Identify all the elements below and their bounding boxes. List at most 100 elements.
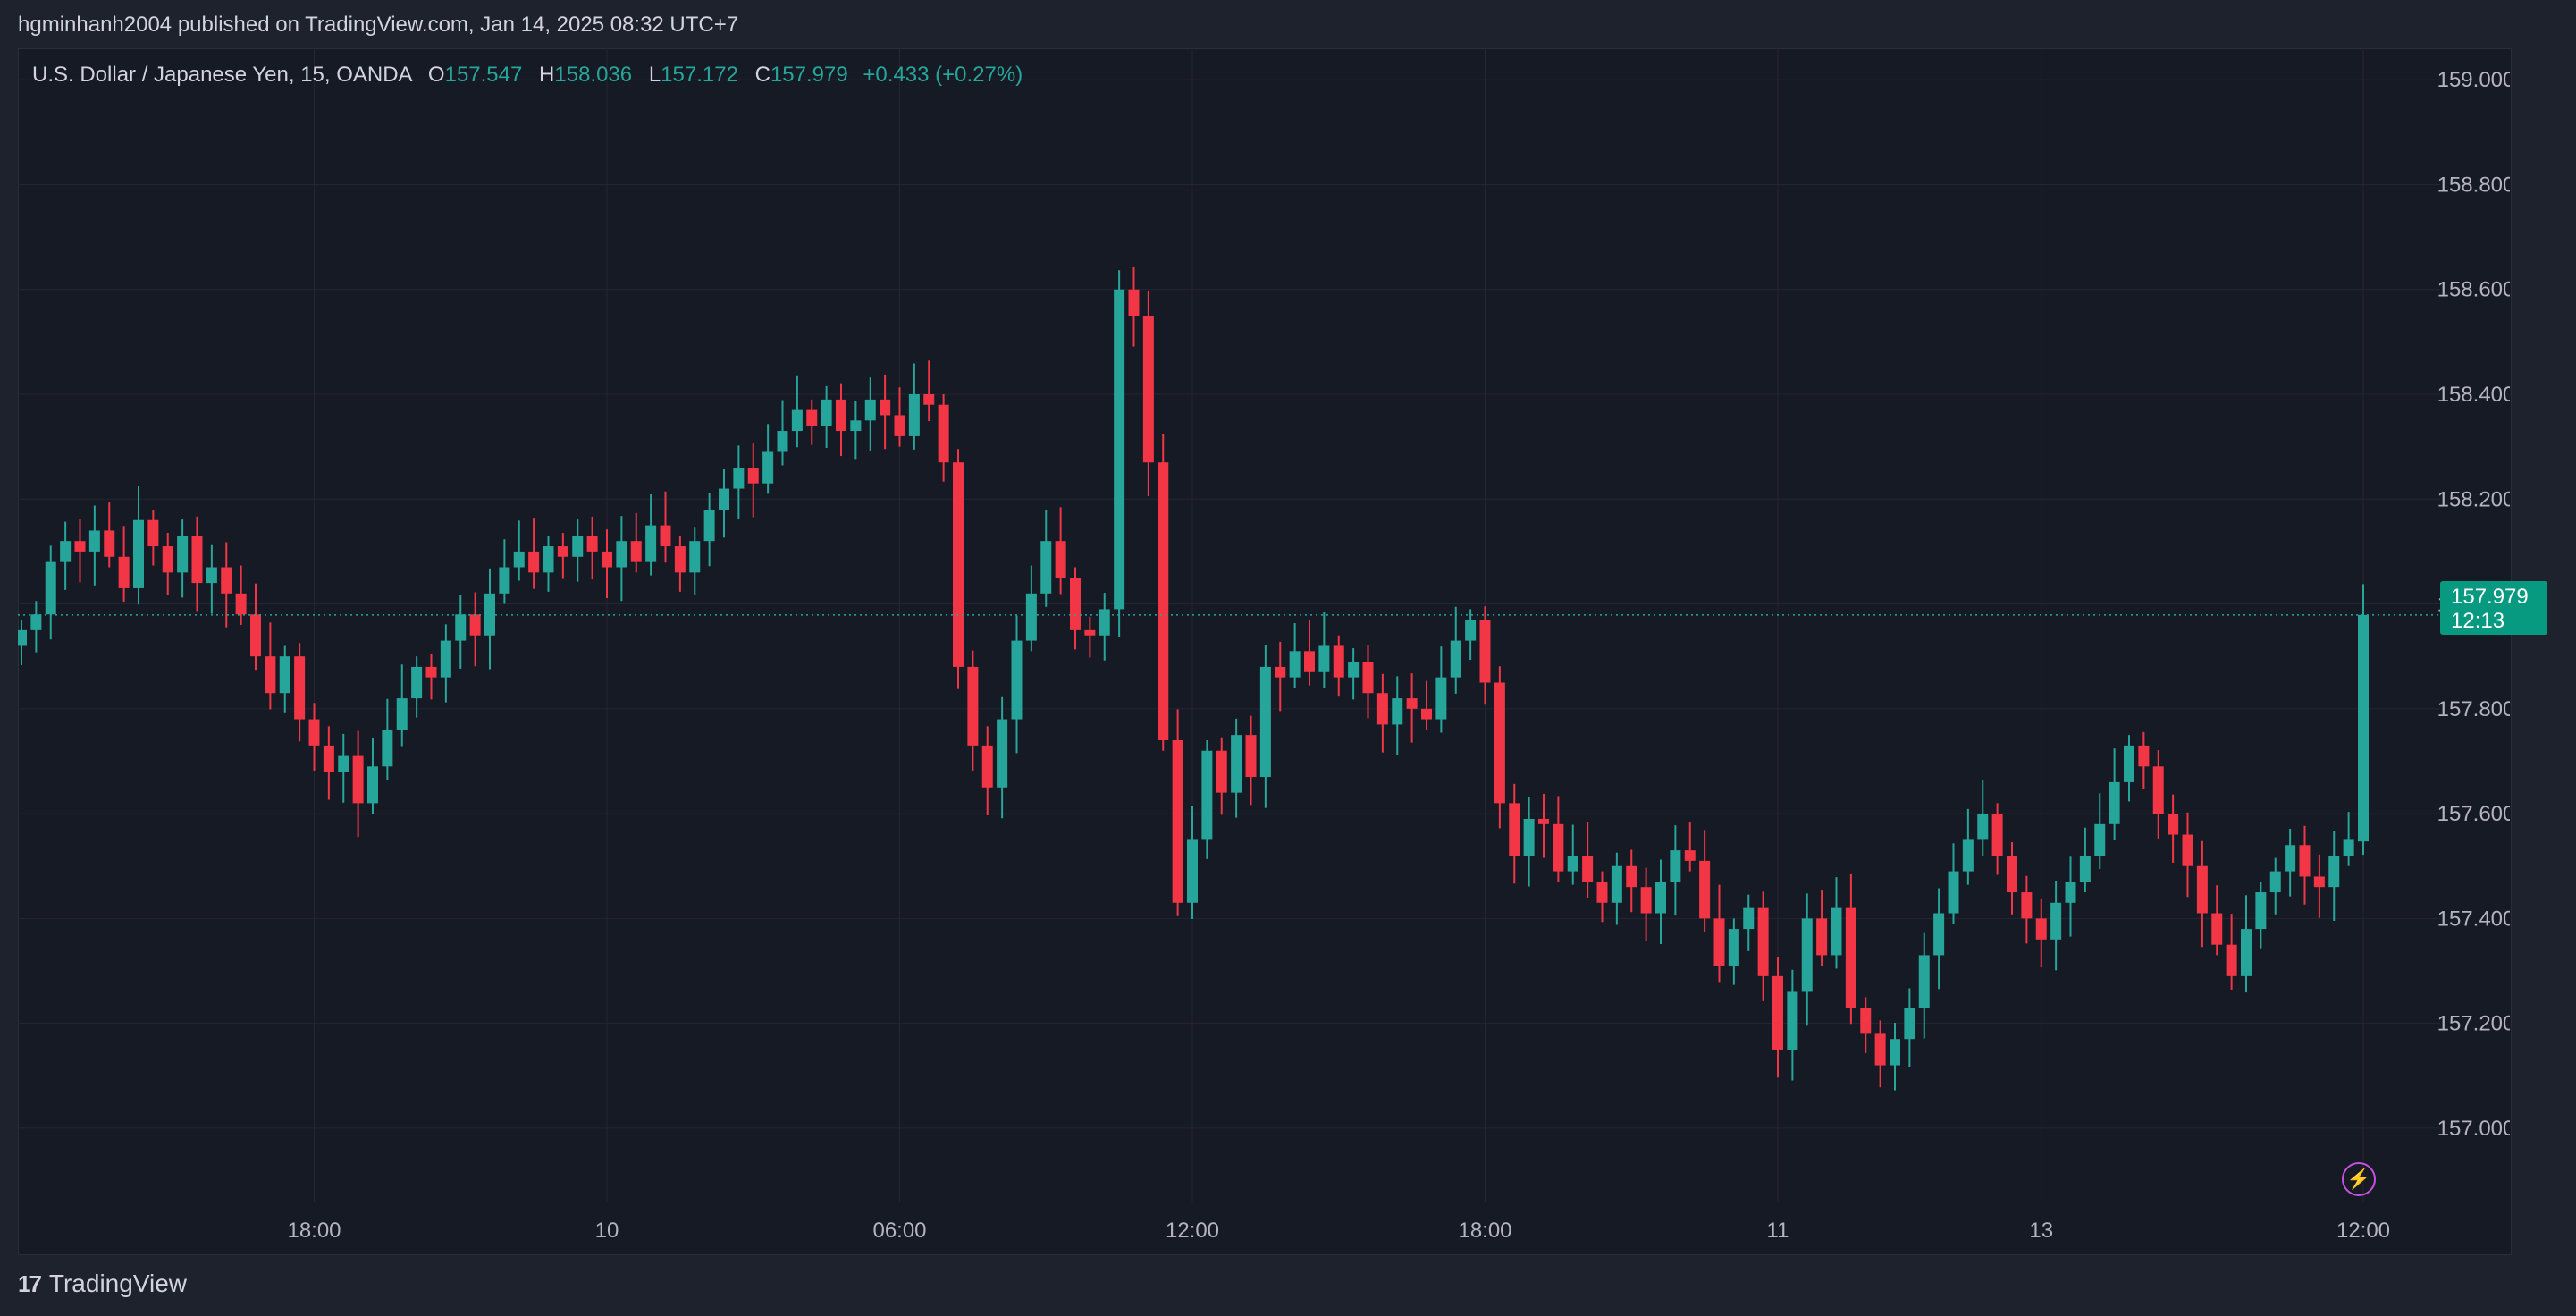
- candle-body: [1553, 823, 1564, 872]
- candle: [323, 726, 334, 800]
- candle-body: [616, 541, 627, 568]
- candle-body: [104, 530, 115, 557]
- candle: [674, 536, 686, 592]
- candle: [279, 645, 290, 713]
- candle: [1362, 645, 1374, 719]
- candle-body: [733, 468, 745, 489]
- candle-body: [382, 730, 393, 767]
- candle-body: [1362, 662, 1374, 694]
- candle: [703, 493, 715, 567]
- candle: [1494, 666, 1505, 829]
- candle-body: [74, 541, 86, 552]
- candle: [572, 519, 584, 582]
- candle-body: [1187, 839, 1198, 903]
- candle-body: [1084, 629, 1096, 636]
- candle: [1099, 593, 1110, 661]
- candle: [1479, 606, 1491, 705]
- candle-body: [908, 394, 920, 436]
- candle-body: [674, 546, 686, 573]
- candle: [352, 730, 364, 838]
- candle: [762, 424, 774, 494]
- symbol-legend: U.S. Dollar / Japanese Yen, 15, OANDA O1…: [32, 63, 1023, 88]
- candle: [30, 601, 42, 653]
- candle-body: [235, 593, 247, 615]
- candle: [1699, 830, 1711, 932]
- candle-body: [1025, 593, 1037, 641]
- candle: [1231, 718, 1242, 818]
- candle: [1757, 891, 1769, 1001]
- candle-body: [60, 541, 72, 562]
- candle: [1801, 893, 1813, 1026]
- candle: [880, 374, 891, 450]
- candlestick-chart[interactable]: 157.000 157.200 157.400 157.600 157.800 158.0…: [18, 48, 2510, 1253]
- candle: [1128, 266, 1140, 347]
- candle: [74, 519, 86, 583]
- candle-body: [2343, 839, 2354, 856]
- candle-body: [1523, 818, 1535, 856]
- candle-body: [1158, 462, 1169, 740]
- candle-body: [836, 399, 846, 432]
- y-tick-label: 158.600: [2437, 278, 2510, 302]
- candle: [2182, 812, 2193, 898]
- candle: [206, 544, 217, 614]
- candle-body: [206, 567, 217, 584]
- candle: [45, 545, 56, 640]
- candle-body: [1421, 708, 1432, 720]
- candle: [2343, 812, 2354, 866]
- x-tick-label: 06:00: [872, 1219, 926, 1243]
- candle: [1289, 623, 1301, 688]
- footer-brand[interactable]: 17 TradingView: [18, 1270, 187, 1298]
- candle: [2021, 875, 2033, 944]
- candle-body: [1626, 865, 1637, 888]
- candle-body: [162, 546, 173, 573]
- candle: [923, 360, 935, 421]
- candle-body: [689, 541, 701, 573]
- candle-body: [2007, 856, 2017, 893]
- candle-body: [1406, 698, 1418, 709]
- candle: [221, 542, 232, 628]
- candle: [1450, 606, 1461, 694]
- candle-body: [2109, 781, 2120, 824]
- publisher-line: hgminhanh2004 published on TradingView.c…: [18, 13, 739, 37]
- candle-body: [1728, 929, 1739, 966]
- candle-body: [1040, 541, 1052, 594]
- candle: [1904, 988, 1915, 1067]
- last-price-value: 157.979: [2451, 585, 2529, 609]
- candle: [294, 643, 306, 742]
- candle: [2241, 895, 2252, 993]
- candle-body: [557, 546, 568, 557]
- candle: [440, 624, 451, 703]
- candle: [1348, 648, 1360, 700]
- candle-body: [2358, 614, 2369, 842]
- candle-body: [1114, 289, 1125, 610]
- candle-body: [1743, 907, 1755, 930]
- candle: [2196, 840, 2208, 948]
- candle: [1392, 676, 1403, 755]
- candle-body: [2079, 856, 2091, 882]
- candle-body: [1128, 289, 1140, 316]
- candle-body: [1801, 918, 1813, 992]
- candle-body: [1465, 620, 1477, 641]
- axes: 157.000157.200157.400157.600157.800158.0…: [18, 68, 2510, 1243]
- candle-body: [469, 614, 481, 636]
- candle: [1772, 957, 1783, 1078]
- candle: [2328, 830, 2340, 921]
- y-tick-label: 157.000: [2437, 1117, 2510, 1141]
- candle: [733, 445, 745, 520]
- candle-body: [2050, 902, 2062, 940]
- candle: [645, 494, 657, 576]
- candle-body: [1011, 640, 1023, 720]
- legend-close-label: C: [754, 63, 770, 87]
- candle: [411, 656, 423, 718]
- candle: [1523, 797, 1535, 887]
- candle: [265, 622, 276, 710]
- lightning-icon[interactable]: ⚡: [2342, 1162, 2376, 1196]
- candle-body: [630, 541, 642, 562]
- candle-body: [455, 614, 467, 641]
- candle: [1333, 635, 1344, 697]
- candle-body: [2035, 918, 2047, 940]
- candle-body: [967, 666, 979, 746]
- candle: [1055, 507, 1066, 595]
- candle-body: [762, 451, 774, 484]
- candle-body: [88, 530, 100, 552]
